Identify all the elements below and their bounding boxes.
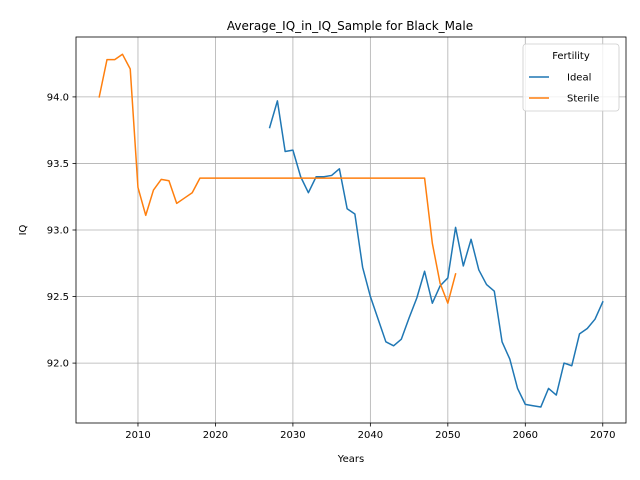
y-axis-ticks: 92.0 92.5 93.0 93.5 94.0 (47, 92, 76, 370)
x-tick-label: 2050 (435, 430, 460, 441)
series-lines (98, 53, 604, 408)
x-axis-ticks: 2010 2020 2030 2040 2050 2060 2070 (125, 423, 615, 441)
y-axis-label: IQ (18, 224, 29, 235)
y-tick-label: 94.0 (47, 92, 69, 103)
x-tick-label: 2020 (203, 430, 228, 441)
x-tick-label: 2040 (358, 430, 383, 441)
series-line-sterile (98, 53, 457, 304)
x-axis-label: Years (337, 454, 364, 465)
series-line-ideal (268, 100, 604, 408)
y-tick-label: 93.5 (47, 159, 69, 170)
x-tick-label: 2070 (590, 430, 615, 441)
legend: Fertility Ideal Sterile (522, 43, 620, 112)
legend-frame (522, 43, 620, 112)
legend-title: Fertility (552, 51, 590, 62)
x-tick-label: 2010 (125, 430, 150, 441)
gridlines (76, 37, 626, 423)
legend-label-sterile: Sterile (567, 94, 599, 105)
legend-label-ideal: Ideal (567, 73, 591, 84)
y-tick-label: 92.0 (47, 359, 69, 370)
y-tick-label: 93.0 (47, 226, 69, 237)
chart-title: Average_IQ_in_IQ_Sample for Black_Male (227, 19, 473, 33)
y-tick-label: 92.5 (47, 292, 69, 303)
x-tick-label: 2060 (513, 430, 538, 441)
x-tick-label: 2030 (280, 430, 305, 441)
